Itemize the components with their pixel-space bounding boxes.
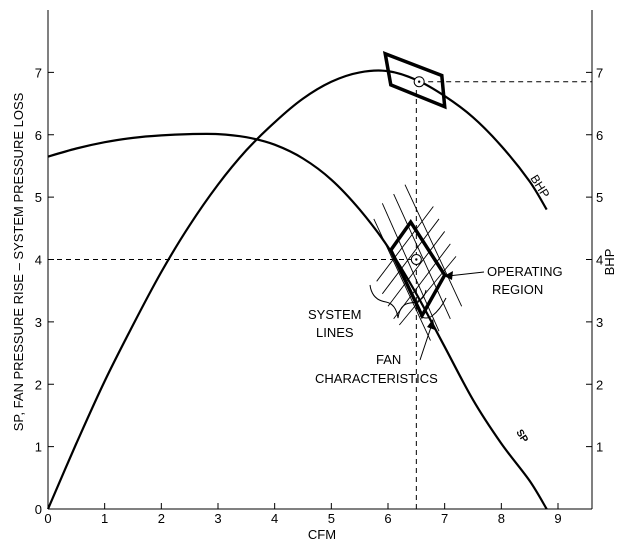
x-tick-label: 0 xyxy=(44,511,51,526)
right-y-tick-label: 4 xyxy=(596,253,603,268)
sp-curve-label: SP xyxy=(513,428,530,445)
x-ticks: 0 1 2 3 4 5 6 7 8 9 xyxy=(44,503,562,526)
x-tick-label: 2 xyxy=(158,511,165,526)
system-lines-brace xyxy=(369,284,427,319)
reference-lines xyxy=(48,81,592,509)
fan-characteristic-line xyxy=(393,193,451,319)
right-y-tick-label: 7 xyxy=(596,65,603,80)
right-y-ticks: 1 2 3 4 5 6 7 xyxy=(586,65,603,455)
system-line xyxy=(381,218,440,295)
fan-characteristic-line xyxy=(381,203,440,332)
annotation-braces xyxy=(369,271,485,361)
system-line xyxy=(376,206,434,282)
left-y-tick-label: 0 xyxy=(35,502,42,517)
x-tick-label: 6 xyxy=(384,511,391,526)
system-lines-label-2: LINES xyxy=(316,325,354,340)
operating-region-arrowhead xyxy=(444,271,453,280)
x-axis-title: CFM xyxy=(308,527,336,542)
bhp-operating-point-dot xyxy=(417,80,421,83)
left-y-tick-label: 5 xyxy=(35,190,42,205)
x-tick-label: 5 xyxy=(328,511,335,526)
right-y-tick-label: 5 xyxy=(596,190,603,205)
right-y-tick-label: 3 xyxy=(596,315,603,330)
sp-operating-region xyxy=(388,218,447,320)
left-y-ticks: 0 1 2 3 4 5 6 7 xyxy=(35,65,54,517)
operating-regions xyxy=(382,50,447,320)
left-y-tick-label: 6 xyxy=(35,128,42,143)
left-y-tick-label: 1 xyxy=(35,440,42,455)
curves xyxy=(46,69,548,510)
fan-characteristics-brace xyxy=(419,297,447,319)
x-tick-label: 7 xyxy=(441,511,448,526)
x-tick-label: 9 xyxy=(554,511,561,526)
fan-characteristics-label-1: FAN xyxy=(376,352,401,367)
fan-characteristics-label-2: CHARACTERISTICS xyxy=(315,371,438,386)
operating-region-arrow xyxy=(447,271,485,277)
fan-characteristic-line xyxy=(404,184,463,307)
sp-operating-point-dot xyxy=(415,258,418,261)
x-tick-label: 8 xyxy=(498,511,505,526)
bhp-operating-region xyxy=(382,50,447,110)
operating-points xyxy=(410,76,425,265)
left-y-tick-label: 3 xyxy=(35,315,42,330)
fan-characteristics-arrow xyxy=(419,323,433,361)
bhp-curve xyxy=(46,69,548,510)
x-tick-label: 1 xyxy=(101,511,108,526)
left-y-tick-label: 7 xyxy=(35,65,42,80)
operating-region-label-1: OPERATING xyxy=(487,264,563,279)
right-y-axis-title: BHP xyxy=(602,249,617,276)
left-y-tick-label: 2 xyxy=(35,377,42,392)
system-lines-label-1: SYSTEM xyxy=(308,307,361,322)
sp-curve xyxy=(47,132,548,510)
x-tick-label: 3 xyxy=(214,511,221,526)
left-y-tick-label: 4 xyxy=(35,253,42,268)
bhp-curve-label: BHP xyxy=(527,172,552,200)
operating-region-label-2: REGION xyxy=(492,282,543,297)
x-tick-label: 4 xyxy=(271,511,278,526)
right-y-tick-label: 6 xyxy=(596,128,603,143)
system-line xyxy=(398,256,457,326)
system-line xyxy=(387,231,446,307)
right-y-tick-label: 1 xyxy=(596,440,603,455)
left-y-axis-title: SP, FAN PRESSURE RISE – SYSTEM PRESSURE … xyxy=(11,92,26,431)
right-y-tick-label: 2 xyxy=(596,377,603,392)
fan-characteristics-arrowhead xyxy=(427,319,435,330)
